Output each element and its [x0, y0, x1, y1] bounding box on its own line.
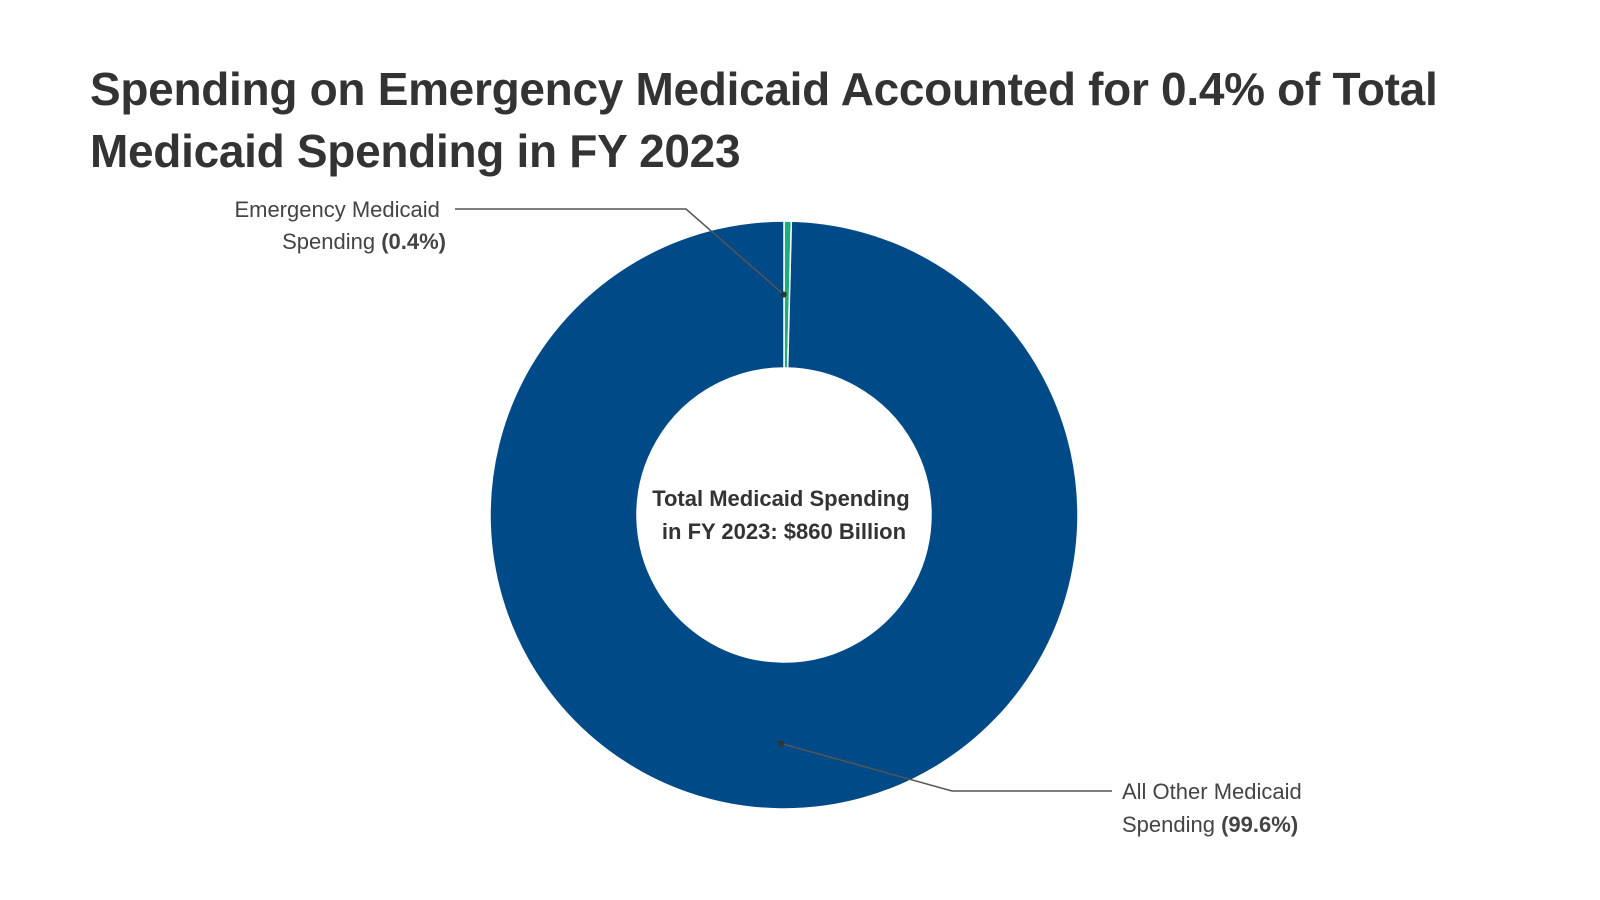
label-emergency-line1: Emergency Medicaid — [234, 197, 439, 222]
label-emergency: Emergency Medicaid Spending (0.4%) — [234, 197, 446, 254]
leader-line-emergency — [455, 208, 785, 296]
center-label-line2: in FY 2023: $860 Billion — [662, 519, 906, 544]
label-other-value: (99.6%) — [1221, 812, 1298, 837]
donut-slice-all-other-medicaid-spending — [489, 220, 1079, 810]
center-label: Total Medicaid Spending in FY 2023: $860… — [652, 486, 916, 544]
leader-lines — [455, 208, 1112, 792]
leader-dot-emergency — [780, 291, 787, 298]
label-emergency-line2: Spending (0.4%) — [282, 229, 446, 254]
donut-slices — [489, 220, 1079, 810]
chart-title: Spending on Emergency Medicaid Accounted… — [90, 63, 1438, 177]
label-other-line2: Spending (99.6%) — [1122, 812, 1298, 837]
center-label-line1: Total Medicaid Spending — [652, 486, 910, 511]
leader-dot-other — [778, 740, 785, 747]
leader-line-other — [780, 742, 1112, 792]
label-other: All Other Medicaid Spending (99.6%) — [1122, 779, 1308, 837]
label-other-line1: All Other Medicaid — [1122, 779, 1302, 804]
label-emergency-value: (0.4%) — [381, 229, 446, 254]
